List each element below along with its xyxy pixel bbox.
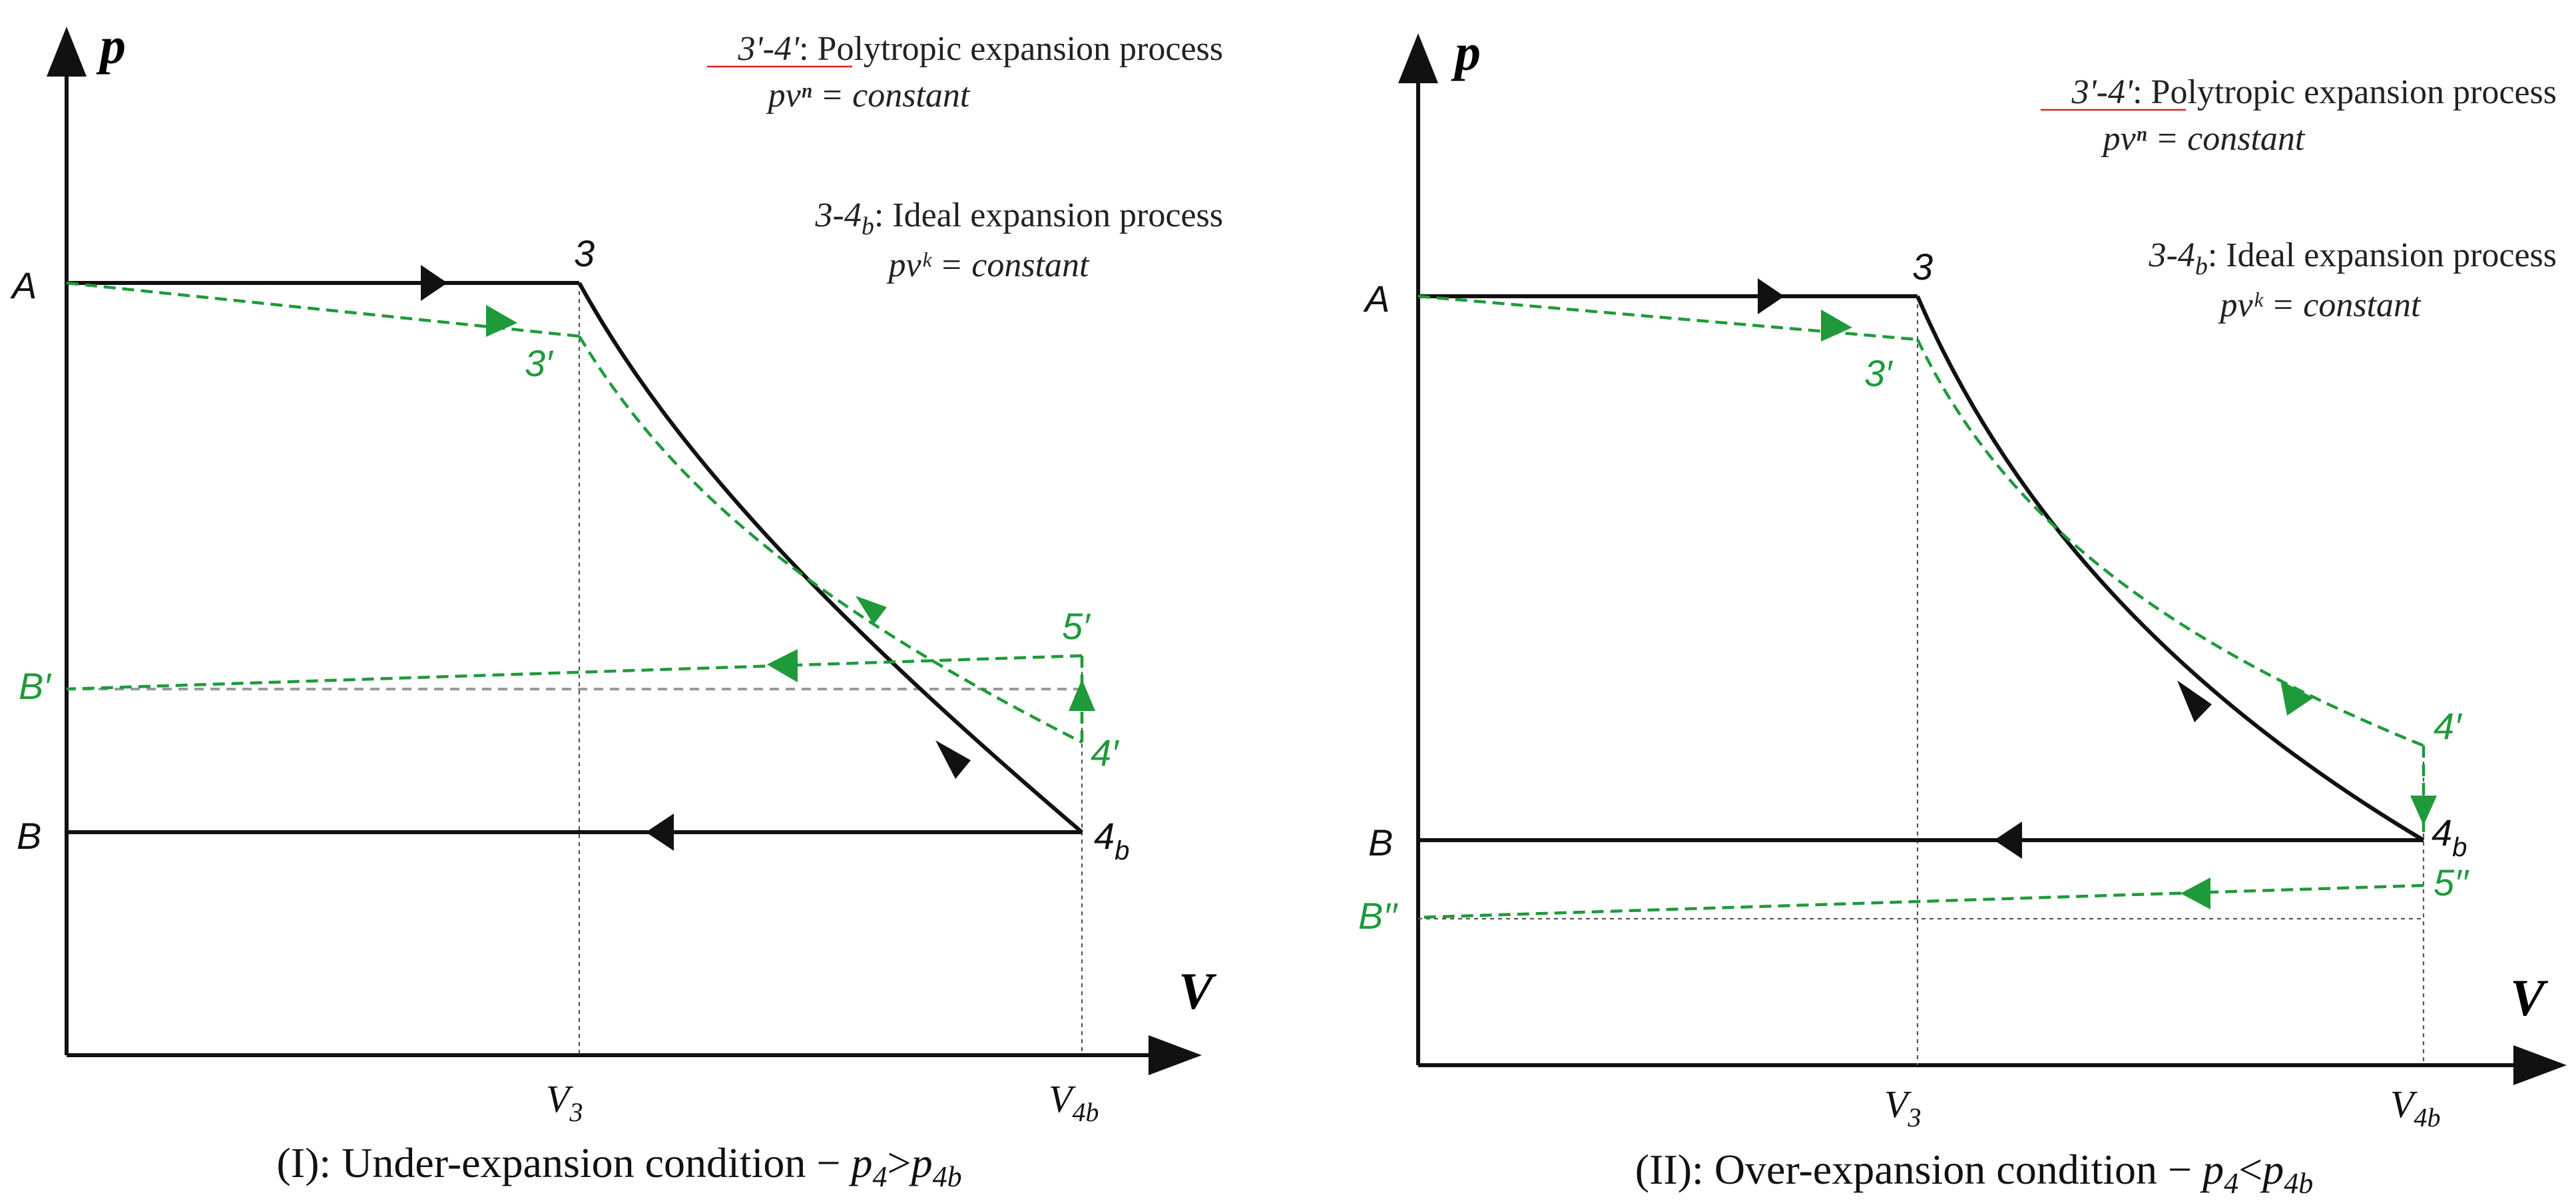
tick-v4b: V4b xyxy=(2390,1082,2440,1132)
caption-under: (I): Under-expansion condition − p4>p4b xyxy=(276,1139,961,1193)
label-3: 3 xyxy=(1912,246,1933,288)
curve-3-4b xyxy=(1916,295,2425,842)
green-arrow-A-3p xyxy=(486,305,517,337)
green-A-3p xyxy=(1417,294,1918,342)
label-3-prime: 3′ xyxy=(1864,352,1894,394)
note-ideal-equation: pvᵏ = constant xyxy=(886,246,1090,284)
x-axis-arrowhead xyxy=(2513,1045,2567,1085)
label-B: B xyxy=(17,815,41,857)
green-arrow-5pp-Bpp xyxy=(2181,877,2210,909)
tick-v4b: V4b xyxy=(1049,1077,1099,1127)
green-arrow-4p-4b xyxy=(2410,796,2437,826)
green-3p-4p xyxy=(578,335,1083,744)
arrow-4b-B xyxy=(646,814,674,851)
y-axis-arrowhead xyxy=(47,27,87,77)
label-5-double-prime: 5′′ xyxy=(2434,861,2470,903)
tick-v3: V3 xyxy=(1884,1082,1921,1132)
label-4b: 4b xyxy=(1094,815,1129,865)
tick-v3: V3 xyxy=(546,1077,583,1127)
label-A: A xyxy=(1363,278,1390,320)
x-axis-label: V xyxy=(2510,969,2549,1027)
panel-over-expansion: p V A B B′′ 3 3′ 4b 4′ 5′′ 3'-4': Polytr… xyxy=(1358,23,2567,1200)
y-axis-label: p xyxy=(1451,23,1481,81)
green-arrow-3p-4p xyxy=(856,596,887,624)
label-4-prime: 4′ xyxy=(1091,732,1120,774)
arrow-A-3 xyxy=(1758,278,1784,314)
panel-under-expansion: p V A B B′ 3 3′ 4b 4′ 5′ 3'-4': Polytrop… xyxy=(10,17,1223,1193)
label-A: A xyxy=(10,264,37,306)
label-5-prime: 5′ xyxy=(1062,605,1091,647)
note-polytropic-title: 3'-4': Polytropic expansion process xyxy=(738,30,1223,68)
green-5p-Bp xyxy=(66,654,1083,691)
note-polytropic-equation: pvⁿ = constant xyxy=(766,77,971,115)
label-4-prime: 4′ xyxy=(2434,705,2463,747)
note-ideal-title: 3-4b: Ideal expansion process xyxy=(815,196,1224,240)
label-3-prime: 3′ xyxy=(525,342,554,384)
y-axis-label: p xyxy=(96,17,126,75)
note-ideal-equation: pvᵏ = constant xyxy=(2217,286,2422,324)
green-arrow-A-3p xyxy=(1821,310,1852,342)
label-B-prime: B′ xyxy=(19,665,52,707)
note-polytropic-title: 3'-4': Polytropic expansion process xyxy=(2071,73,2557,111)
green-arrow-4p-5p xyxy=(1069,679,1095,711)
label-B: B xyxy=(1368,822,1393,863)
arrow-A-3 xyxy=(421,265,447,301)
arrow-3-4b xyxy=(935,740,971,779)
green-arrow-3p-4p xyxy=(2280,680,2314,716)
arrow-4b-B xyxy=(1994,822,2022,859)
green-arrow-5p-Bp xyxy=(767,649,798,682)
y-axis-arrowhead xyxy=(1398,33,1438,83)
x-axis-arrowhead xyxy=(1149,1035,1202,1075)
green-3p-4p xyxy=(1916,339,2424,748)
green-5pp-Bpp xyxy=(1417,883,2424,919)
arrow-3-4b xyxy=(2177,680,2212,722)
note-ideal-title: 3-4b: Ideal expansion process xyxy=(2149,236,2557,280)
note-polytropic-equation: pvⁿ = constant xyxy=(2101,120,2306,158)
label-3: 3 xyxy=(574,232,595,274)
caption-over: (II): Over-expansion condition − p4<p4b xyxy=(1635,1146,2313,1200)
curve-3-4b xyxy=(577,282,1083,834)
label-4b: 4b xyxy=(2432,812,2467,862)
x-axis-label: V xyxy=(1178,962,1217,1020)
label-B-double-prime: B′′ xyxy=(1358,895,1399,937)
